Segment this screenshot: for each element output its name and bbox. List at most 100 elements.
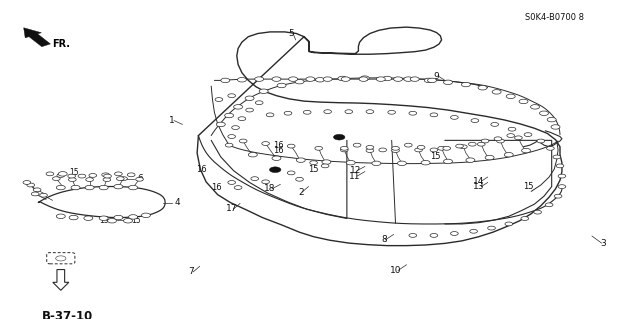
Circle shape: [506, 94, 515, 99]
Circle shape: [56, 256, 66, 261]
Circle shape: [296, 158, 305, 162]
Circle shape: [129, 185, 138, 190]
Circle shape: [488, 226, 495, 230]
Circle shape: [428, 78, 436, 83]
Circle shape: [558, 185, 566, 189]
Circle shape: [86, 178, 93, 182]
Circle shape: [471, 119, 479, 122]
Circle shape: [108, 219, 116, 223]
Circle shape: [519, 99, 528, 104]
Text: 18: 18: [264, 184, 276, 193]
Circle shape: [444, 80, 452, 85]
Circle shape: [397, 161, 406, 166]
Text: 15: 15: [99, 216, 109, 225]
Circle shape: [269, 167, 281, 173]
Text: 17: 17: [226, 204, 237, 213]
Circle shape: [323, 77, 332, 81]
Circle shape: [289, 77, 298, 81]
Circle shape: [545, 203, 553, 207]
Circle shape: [239, 139, 247, 143]
Circle shape: [310, 161, 317, 165]
Circle shape: [68, 178, 76, 182]
Text: B-37-10: B-37-10: [42, 310, 93, 319]
Circle shape: [424, 78, 433, 83]
Text: 15: 15: [430, 152, 440, 161]
Circle shape: [216, 122, 225, 127]
Circle shape: [225, 143, 233, 147]
Circle shape: [259, 89, 268, 93]
Circle shape: [353, 143, 361, 147]
Text: 16: 16: [273, 141, 284, 150]
Circle shape: [504, 152, 513, 157]
Circle shape: [85, 185, 94, 190]
Circle shape: [56, 185, 65, 190]
Circle shape: [372, 161, 381, 166]
Circle shape: [141, 213, 150, 218]
Circle shape: [234, 105, 243, 109]
Text: 1: 1: [169, 116, 174, 125]
Circle shape: [547, 146, 554, 150]
Circle shape: [340, 146, 348, 150]
Circle shape: [57, 174, 65, 177]
Circle shape: [287, 144, 295, 148]
Circle shape: [115, 172, 122, 176]
Circle shape: [461, 82, 470, 87]
Circle shape: [394, 77, 403, 81]
Circle shape: [232, 126, 239, 130]
Circle shape: [136, 177, 143, 181]
Circle shape: [287, 171, 295, 175]
Circle shape: [556, 164, 564, 168]
Circle shape: [551, 125, 560, 129]
Text: 15: 15: [69, 168, 79, 177]
Circle shape: [84, 216, 93, 220]
Circle shape: [56, 214, 65, 219]
Circle shape: [225, 113, 234, 118]
Circle shape: [430, 113, 438, 117]
Circle shape: [392, 149, 399, 152]
Circle shape: [478, 85, 487, 90]
Circle shape: [262, 142, 269, 145]
Circle shape: [58, 172, 67, 176]
Circle shape: [404, 143, 412, 147]
Circle shape: [494, 137, 502, 141]
Text: S0K4-B0700 8: S0K4-B0700 8: [525, 13, 584, 22]
Circle shape: [23, 181, 31, 184]
Text: 5: 5: [289, 29, 294, 38]
Circle shape: [245, 96, 254, 100]
Circle shape: [99, 185, 108, 190]
Circle shape: [303, 110, 311, 114]
Circle shape: [31, 192, 39, 196]
Circle shape: [379, 148, 387, 152]
Circle shape: [129, 215, 138, 219]
Circle shape: [540, 111, 548, 115]
Text: 16: 16: [211, 183, 221, 192]
Circle shape: [46, 172, 54, 176]
Circle shape: [316, 78, 324, 82]
Circle shape: [78, 174, 86, 178]
Circle shape: [68, 174, 76, 178]
Circle shape: [451, 115, 458, 119]
Circle shape: [438, 146, 445, 150]
Circle shape: [547, 117, 556, 122]
Circle shape: [558, 174, 566, 178]
Circle shape: [238, 117, 246, 121]
Text: 3: 3: [601, 239, 606, 248]
Circle shape: [251, 177, 259, 181]
Circle shape: [376, 77, 385, 81]
Circle shape: [534, 210, 541, 214]
FancyArrow shape: [24, 28, 51, 47]
Circle shape: [470, 229, 477, 233]
Circle shape: [124, 219, 132, 223]
Circle shape: [52, 177, 60, 181]
Circle shape: [116, 177, 124, 181]
Text: 7: 7: [188, 267, 193, 276]
Circle shape: [524, 133, 532, 137]
Circle shape: [228, 94, 236, 98]
Circle shape: [255, 77, 264, 81]
Text: 9: 9: [434, 72, 439, 81]
Text: 4: 4: [174, 198, 180, 207]
Circle shape: [366, 145, 374, 149]
Circle shape: [272, 77, 281, 81]
Circle shape: [553, 155, 561, 159]
Circle shape: [237, 78, 246, 82]
